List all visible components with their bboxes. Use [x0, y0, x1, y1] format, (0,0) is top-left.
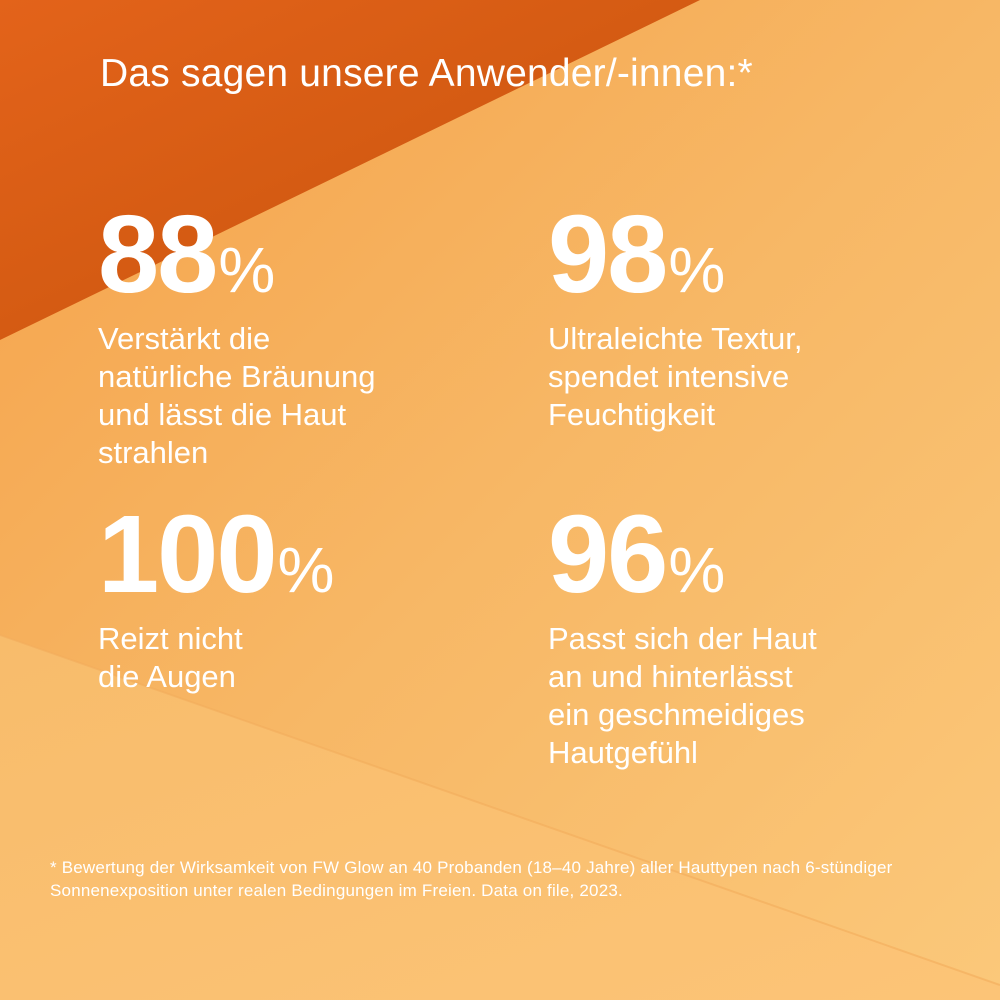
headline: Das sagen unsere Anwender/-innen:*	[100, 52, 753, 95]
stat-block: 100% Reizt nicht die Augen	[98, 500, 458, 696]
stat-value: 100	[98, 493, 278, 616]
stat-number: 98%	[548, 200, 908, 310]
stat-description: Reizt nicht die Augen	[98, 621, 243, 694]
stat-value: 96	[548, 493, 668, 616]
stat-block: 88% Verstärkt die natürliche Bräunung un…	[98, 200, 458, 472]
stat-value: 98	[548, 193, 668, 316]
stat-description: Passt sich der Haut an und hinterlässt e…	[548, 621, 817, 770]
background-dark-plane	[0, 0, 700, 340]
footnote: * Bewertung der Wirksamkeit von FW Glow …	[50, 858, 893, 900]
stat-unit: %	[668, 534, 726, 606]
stat-number: 96%	[548, 500, 908, 610]
stat-description: Ultraleichte Textur, spendet intensive F…	[548, 321, 803, 432]
stat-unit: %	[668, 234, 726, 306]
stat-number: 100%	[98, 500, 458, 610]
stat-block: 96% Passt sich der Haut an und hinterläs…	[548, 500, 908, 772]
stat-unit: %	[218, 234, 276, 306]
background-edge-line	[0, 634, 1000, 986]
stat-value: 88	[98, 193, 218, 316]
background-lower-plane	[0, 635, 1000, 1000]
stat-number: 88%	[98, 200, 458, 310]
stat-block: 98% Ultraleichte Textur, spendet intensi…	[548, 200, 908, 434]
stat-unit: %	[277, 534, 335, 606]
stat-description: Verstärkt die natürliche Bräunung und lä…	[98, 321, 376, 470]
